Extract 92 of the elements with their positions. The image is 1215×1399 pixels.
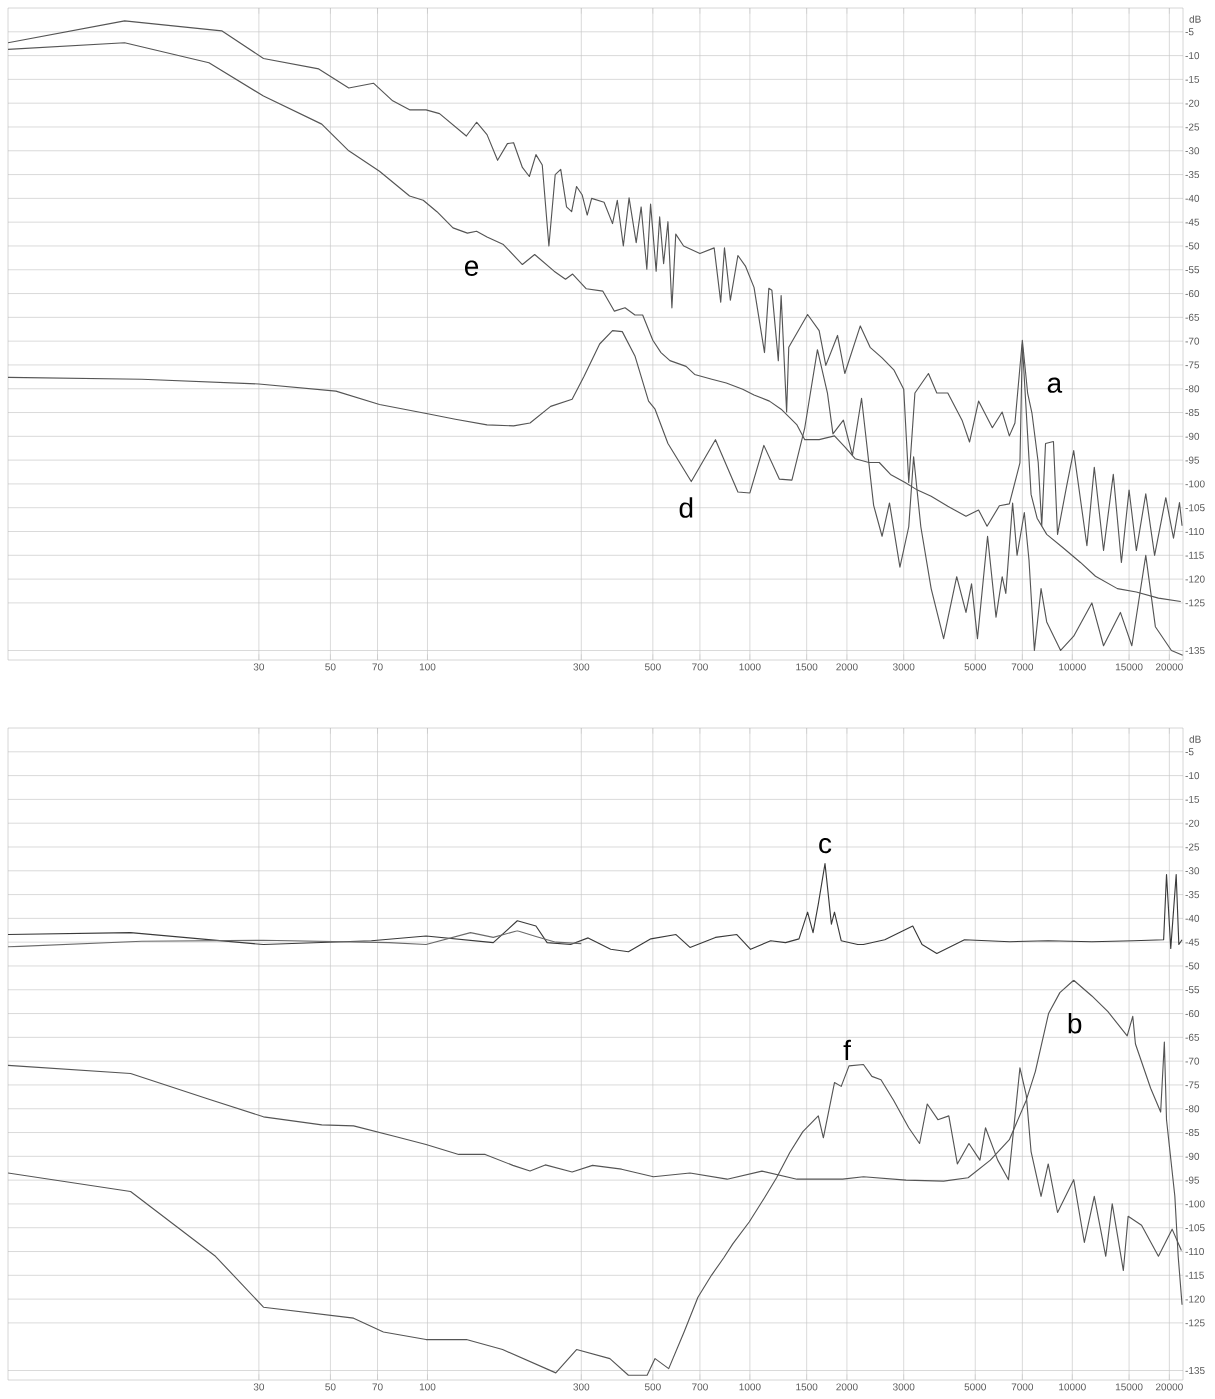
y-tick-label: -50	[1185, 242, 1200, 250]
y-tick-label: -105	[1185, 1224, 1205, 1232]
x-tick-label: 30	[253, 663, 265, 671]
y-tick-label: -95	[1185, 1176, 1200, 1184]
x-tick-label: 7000	[1011, 1383, 1034, 1391]
y-tick-label: -10	[1185, 772, 1200, 780]
y-tick-label: -80	[1185, 385, 1200, 393]
x-tick-label: 700	[692, 663, 708, 671]
x-tick-label: 5000	[964, 663, 986, 671]
x-tick-label: 20000	[1155, 663, 1183, 671]
y-tick-label: -120	[1185, 575, 1205, 583]
y-tick-label: -120	[1185, 1295, 1205, 1303]
annotation: e	[464, 260, 479, 276]
y-tick-label: -30	[1185, 867, 1200, 875]
x-tick-label: 300	[573, 1383, 590, 1391]
y-tick-label: -35	[1185, 171, 1200, 179]
x-tick-label: 500	[644, 663, 661, 671]
y-tick-label: -90	[1185, 1152, 1200, 1160]
annotation: c	[819, 837, 832, 854]
annotation: a	[1047, 377, 1063, 393]
y-tick-label: -75	[1185, 1081, 1200, 1089]
y-tick-label: -70	[1185, 337, 1200, 345]
y-tick-label: -60	[1185, 1010, 1200, 1018]
x-tick-label: 700	[692, 1383, 708, 1391]
x-tick-label: 15000	[1115, 1383, 1143, 1391]
y-tick-label: -15	[1185, 75, 1200, 83]
y-tick-label: -5	[1185, 748, 1194, 756]
x-tick-label: 10000	[1059, 1383, 1086, 1391]
x-tick-label: 70	[372, 1383, 383, 1391]
y-tick-label: -75	[1185, 361, 1200, 369]
x-tick-label: 20000	[1155, 1383, 1183, 1391]
x-tick-label: 100	[419, 663, 436, 671]
y-tick-label: -105	[1185, 504, 1205, 512]
y-tick-label: -115	[1185, 551, 1204, 559]
y-tick-label: -70	[1185, 1057, 1200, 1065]
x-tick-label: 300	[573, 663, 590, 671]
y-tick-label: -135	[1185, 1366, 1205, 1375]
y-tick-label: -90	[1185, 432, 1200, 440]
x-tick-label: 7000	[1011, 663, 1034, 671]
x-tick-label: 10000	[1059, 663, 1086, 671]
y-tick-label: -85	[1185, 408, 1200, 417]
y-tick-label: -20	[1185, 99, 1200, 107]
x-tick-label: 2000	[836, 663, 858, 671]
y-tick-label: -35	[1185, 891, 1200, 899]
y-tick-label: -125	[1185, 1319, 1205, 1327]
y-tick-label: -25	[1185, 843, 1200, 851]
annotation: d	[679, 497, 693, 518]
y-tick-label: -100	[1185, 480, 1205, 488]
y-tick-label: -115	[1185, 1271, 1204, 1279]
y-tick-label: -110	[1185, 1247, 1204, 1256]
x-tick-label: 1500	[796, 663, 818, 671]
y-tick-label: -110	[1185, 527, 1204, 536]
y-tick-label: -15	[1185, 795, 1200, 803]
x-tick-label: 30	[253, 1383, 265, 1391]
x-tick-label: 5000	[964, 1383, 986, 1391]
x-tick-label: 50	[325, 1383, 336, 1391]
y-tick-label: -5	[1185, 28, 1194, 36]
y-tick-label: -40	[1185, 194, 1200, 202]
x-tick-label: 3000	[892, 1383, 915, 1391]
y-tick-label: -40	[1185, 914, 1200, 922]
annotation: f	[843, 1039, 851, 1061]
y-tick-label: -25	[1185, 123, 1200, 131]
x-tick-label: 3000	[892, 663, 915, 671]
y-tick-label: -80	[1185, 1105, 1200, 1113]
x-tick-label: 2000	[836, 1383, 858, 1391]
y-tick-label: -55	[1185, 266, 1200, 274]
y-tick-label: -65	[1185, 1033, 1200, 1041]
y-tick-label: -65	[1185, 313, 1200, 321]
x-tick-label: 1000	[739, 1383, 761, 1391]
x-tick-label: 100	[419, 1383, 436, 1391]
y-tick-label: -10	[1185, 52, 1200, 60]
y-tick-label: -125	[1185, 599, 1205, 607]
x-tick-label: 50	[325, 663, 336, 671]
y-tick-label: -60	[1185, 290, 1200, 298]
y-tick-label: -45	[1185, 218, 1200, 226]
y-tick-label: -100	[1185, 1200, 1205, 1208]
y-tick-label: -45	[1185, 938, 1200, 946]
y-tick-label: -50	[1185, 962, 1200, 970]
y-axis-title: dB	[1189, 15, 1201, 23]
y-tick-label: -85	[1185, 1129, 1200, 1137]
x-tick-label: 1500	[796, 1383, 818, 1391]
y-tick-label: -135	[1185, 646, 1205, 655]
x-tick-label: 1000	[739, 663, 761, 671]
y-tick-label: -30	[1185, 147, 1200, 155]
y-tick-label: -95	[1185, 456, 1200, 464]
x-tick-label: 70	[372, 663, 383, 671]
x-tick-label: 500	[644, 1383, 661, 1391]
x-tick-label: 15000	[1115, 663, 1143, 671]
y-tick-label: -55	[1185, 986, 1200, 994]
y-axis-title: dB	[1189, 735, 1201, 743]
y-tick-label: -20	[1185, 819, 1200, 827]
annotation: b	[1068, 1012, 1082, 1034]
